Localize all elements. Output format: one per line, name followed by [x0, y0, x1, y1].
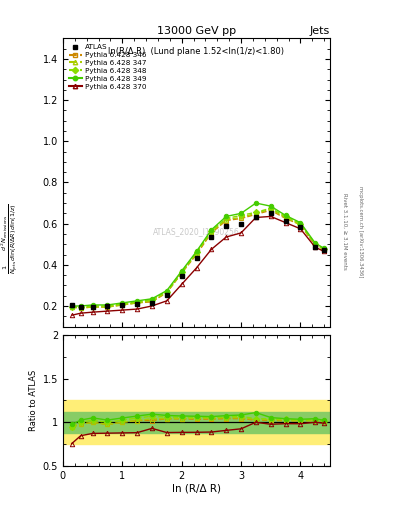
ATLAS — [70, 302, 74, 308]
Line: ATLAS: ATLAS — [69, 211, 327, 309]
ATLAS — [105, 303, 110, 309]
ATLAS — [150, 300, 154, 306]
X-axis label: ln (R/Δ R): ln (R/Δ R) — [172, 483, 221, 494]
ATLAS — [298, 224, 303, 230]
ATLAS — [224, 223, 229, 229]
ATLAS — [78, 304, 83, 310]
Text: ln(R/Δ R)  (Lund plane 1.52<ln(1/z)<1.80): ln(R/Δ R) (Lund plane 1.52<ln(1/z)<1.80) — [108, 47, 285, 56]
ATLAS — [120, 302, 125, 308]
Text: $\frac{1}{N_\mathrm{jets}}\frac{d^2 N_\mathrm{emissions}}{d\ln(R/\Delta R)\,d\ln: $\frac{1}{N_\mathrm{jets}}\frac{d^2 N_\m… — [0, 203, 20, 274]
Text: Jets: Jets — [310, 26, 330, 36]
ATLAS — [283, 218, 288, 224]
Text: 13000 GeV pp: 13000 GeV pp — [157, 26, 236, 36]
Text: ATLAS_2020_I1790256: ATLAS_2020_I1790256 — [153, 227, 240, 236]
ATLAS — [209, 234, 214, 240]
ATLAS — [90, 304, 95, 310]
Legend: ATLAS, Pythia 6.428 346, Pythia 6.428 347, Pythia 6.428 348, Pythia 6.428 349, P: ATLAS, Pythia 6.428 346, Pythia 6.428 34… — [66, 42, 148, 92]
ATLAS — [313, 244, 318, 250]
Y-axis label: Ratio to ATLAS: Ratio to ATLAS — [29, 370, 39, 431]
ATLAS — [164, 291, 169, 297]
ATLAS — [322, 247, 327, 253]
ATLAS — [239, 221, 243, 227]
Text: mcplots.cern.ch [arXiv:1306.3436]: mcplots.cern.ch [arXiv:1306.3436] — [358, 186, 363, 278]
ATLAS — [194, 254, 199, 261]
Text: Rivet 3.1.10, ≥ 3.1M events: Rivet 3.1.10, ≥ 3.1M events — [342, 194, 347, 270]
ATLAS — [253, 215, 258, 221]
ATLAS — [268, 210, 273, 217]
ATLAS — [179, 273, 184, 279]
ATLAS — [135, 301, 140, 307]
